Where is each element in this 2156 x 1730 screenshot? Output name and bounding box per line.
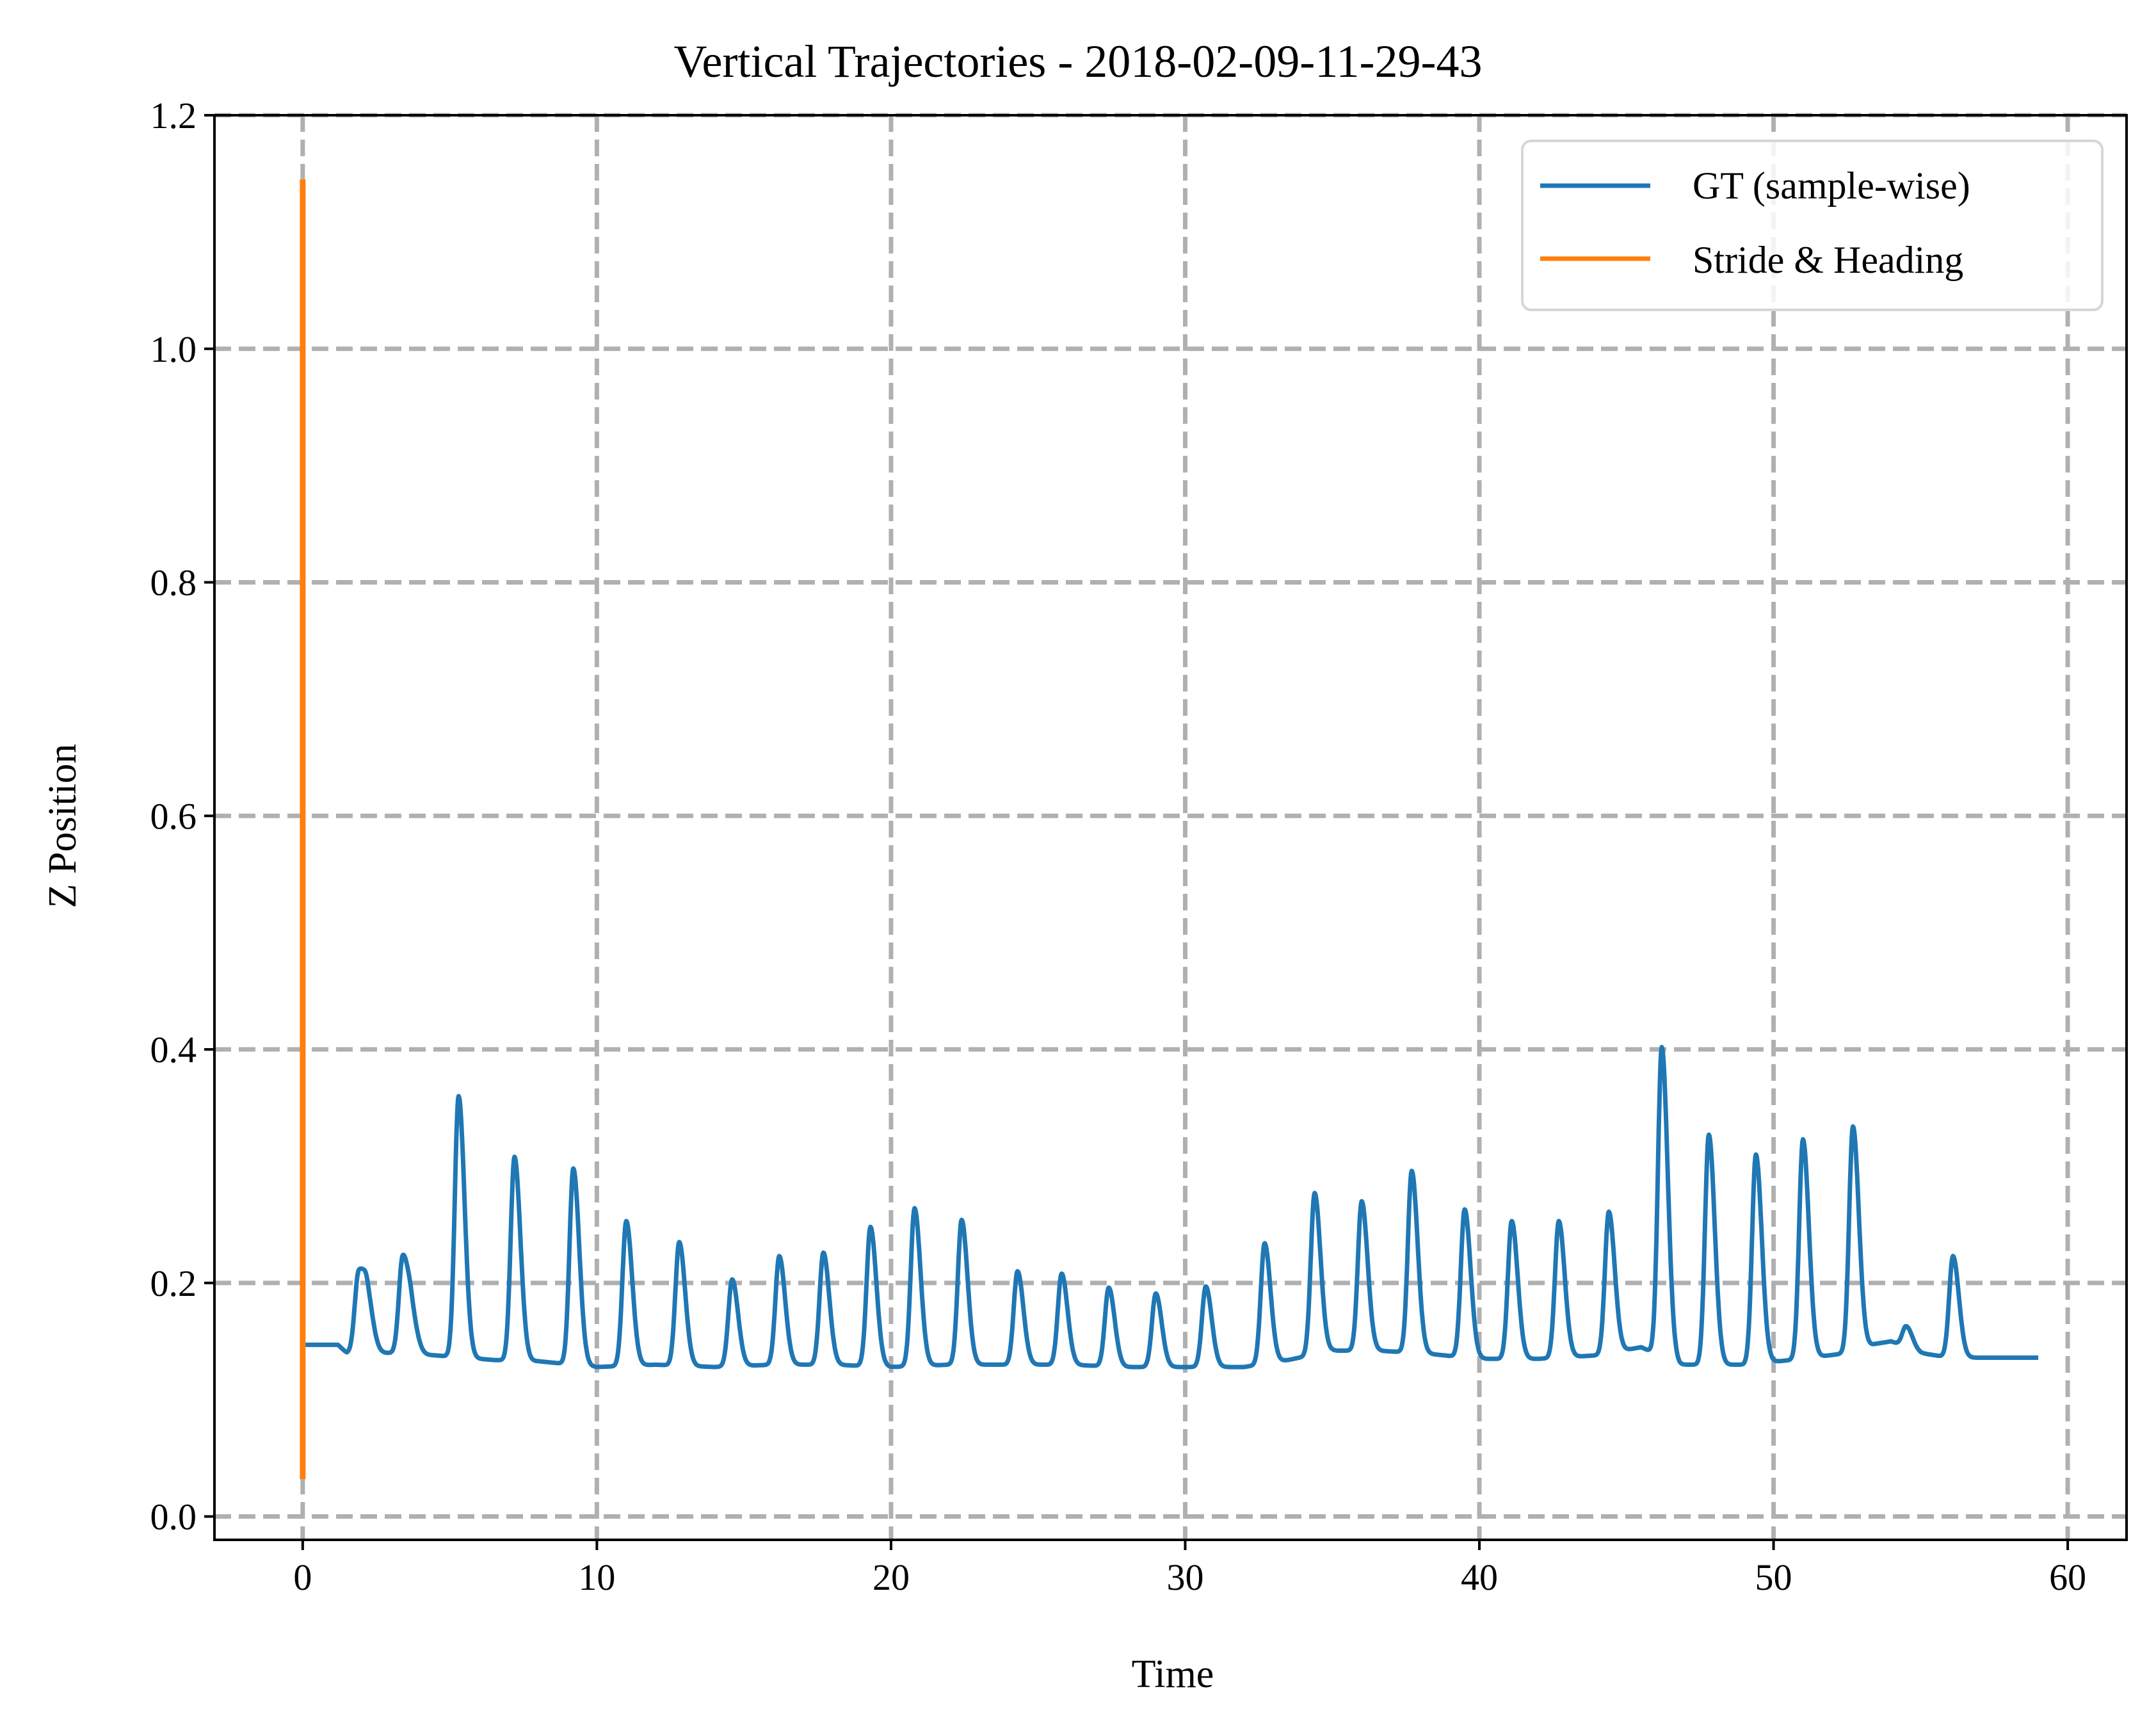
- chart-title: Vertical Trajectories - 2018-02-09-11-29…: [673, 36, 1482, 87]
- y-tick-label: 0.2: [150, 1263, 197, 1304]
- x-tick-label: 40: [1461, 1556, 1498, 1598]
- grid-lines: [214, 113, 2127, 1540]
- x-tick-label: 20: [873, 1556, 910, 1598]
- x-tick-label: 0: [293, 1556, 312, 1598]
- legend-label-stride: Stride & Heading: [1693, 239, 1963, 281]
- y-tick-label: 1.2: [150, 95, 197, 136]
- y-tick-label: 0.4: [150, 1029, 197, 1071]
- legend-label-gt: GT (sample-wise): [1693, 165, 1970, 207]
- x-tick-label: 30: [1166, 1556, 1203, 1598]
- plot-area-frame: [213, 114, 2128, 1541]
- y-tick-label: 0.0: [150, 1496, 197, 1538]
- y-tick-label: 0.6: [150, 795, 197, 837]
- y-tick-label: 1.0: [150, 328, 197, 370]
- y-tick-label: 0.8: [150, 562, 197, 604]
- legend: GT (sample-wise) Stride & Heading: [1521, 140, 2104, 311]
- gt-sample-wise-line: [301, 1044, 2040, 1370]
- x-tick-label: 50: [1755, 1556, 1792, 1598]
- data-series: [300, 179, 2040, 1480]
- x-axis-title: Time: [1132, 1653, 1214, 1696]
- y-axis-title: Z Position: [41, 744, 84, 909]
- legend-frame: [1521, 140, 2104, 311]
- x-tick-label: 60: [2049, 1556, 2086, 1598]
- axis-ticks: 0 10 20 30 40 50 60 0.0 0.2 0.4 0.6 0.8 1.0 1.2: [150, 95, 2087, 1598]
- x-tick-label: 10: [578, 1556, 615, 1598]
